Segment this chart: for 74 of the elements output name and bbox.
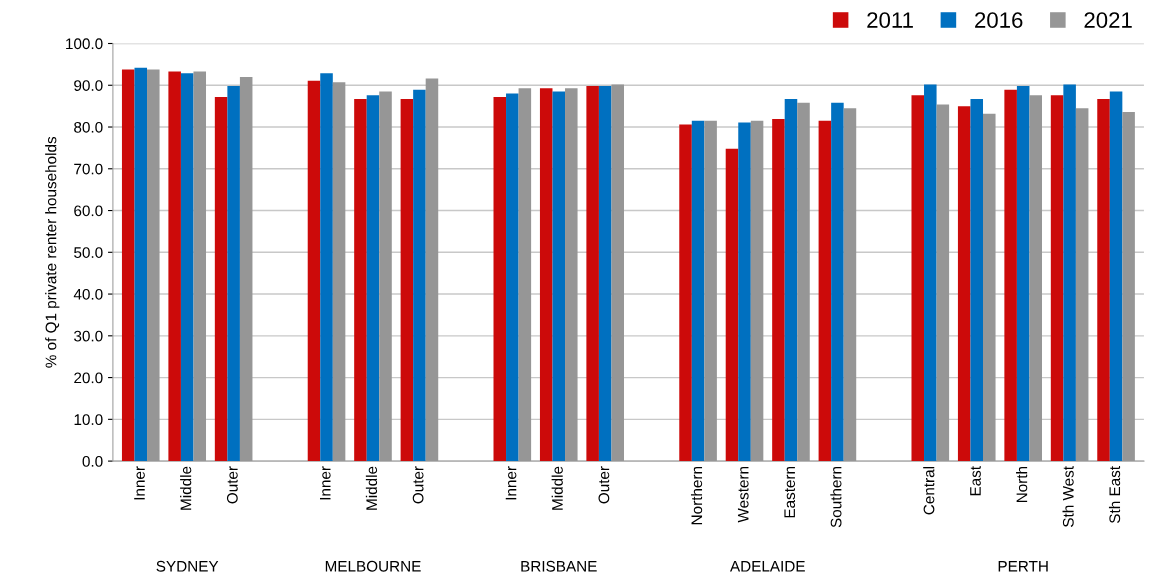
bar [1016, 86, 1030, 462]
bar [400, 99, 414, 462]
x-tick-label: Outer [412, 466, 424, 504]
bar [970, 99, 984, 462]
text: SYDNEY [156, 560, 219, 572]
x-tick-label: Outer [598, 466, 610, 504]
y-tick-label: 60.0 [74, 205, 103, 217]
x-tick-label: Eastern [784, 466, 796, 518]
bar [586, 86, 599, 462]
bar [121, 69, 135, 462]
x-tick-label: Sth West [1062, 466, 1074, 527]
y-tick-label: 20.0 [74, 372, 103, 384]
bar [738, 122, 751, 462]
bar [354, 99, 367, 462]
bar [180, 73, 194, 462]
bar [168, 71, 181, 462]
text: PERTH [998, 561, 1048, 572]
x-tick-label: Sth East [1108, 466, 1121, 524]
legend-label: 2016 [975, 12, 1023, 28]
legend-label: 2011 [867, 12, 913, 28]
x-tick-label: Northern [690, 466, 703, 525]
bar [598, 86, 612, 462]
bar [957, 106, 971, 462]
bar [772, 119, 785, 462]
bar [227, 86, 240, 462]
y-tick-label: 50.0 [74, 247, 103, 258]
x-tick-label: Inner [134, 466, 145, 500]
bar [911, 95, 925, 462]
y-tick-label: 40.0 [73, 288, 103, 300]
bar [1109, 91, 1123, 462]
y-tick-label: 80.0 [74, 121, 103, 133]
x-tick-label: Western [737, 466, 749, 523]
bar [1097, 99, 1110, 462]
y-tick-label: 0.0 [82, 455, 103, 467]
bar [784, 99, 798, 462]
x-tick-label: East [970, 466, 981, 496]
x-tick-label: Inner [505, 466, 517, 500]
x-tick-label: Middle [551, 466, 563, 510]
bar [366, 95, 380, 462]
x-tick-label: Outer [226, 466, 238, 504]
bar [539, 88, 553, 462]
bar [818, 120, 832, 462]
y-tick-label: 70.0 [74, 163, 103, 175]
bar [493, 96, 507, 462]
bar [725, 148, 739, 462]
bar [552, 91, 566, 462]
bar [679, 124, 692, 462]
bar [307, 80, 321, 462]
x-tick-label: North [1016, 466, 1028, 503]
bar [413, 89, 426, 462]
bar [320, 73, 333, 462]
y-tick-label: 90.0 [74, 80, 103, 91]
x-tick-label: Southern [830, 466, 842, 528]
bar [691, 120, 705, 462]
bar [1063, 84, 1076, 462]
bar [506, 93, 519, 462]
text: ADELAIDE [729, 561, 805, 572]
y-axis-title: % of Q1 private renter households [45, 136, 60, 368]
y-tick-label: 30.0 [74, 330, 103, 342]
x-tick-label: Inner [319, 466, 331, 500]
text: MELBOURNE [325, 560, 421, 572]
x-tick-label: Middle [365, 466, 378, 510]
y-tick-label: 100.0 [66, 38, 103, 50]
bar [214, 96, 228, 462]
y-tick-label: 10.0 [74, 414, 103, 426]
bar [134, 67, 148, 462]
x-tick-label: Middle [180, 466, 192, 510]
text: BRISBANE [521, 560, 597, 572]
x-tick-label: Central [923, 466, 935, 515]
bar [1050, 95, 1064, 462]
bar [1004, 89, 1017, 462]
bar [831, 102, 844, 462]
legend-label: 2021 [1084, 12, 1132, 28]
bar [924, 84, 937, 462]
